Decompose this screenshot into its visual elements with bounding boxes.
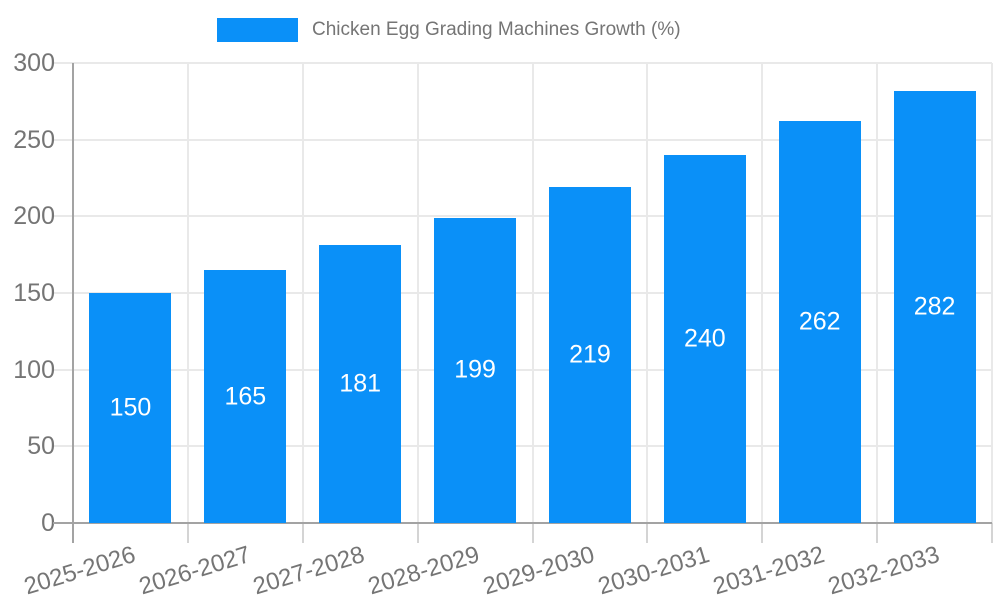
y-axis-tick-label: 300 (13, 49, 55, 77)
x-axis-category-label: 2030-2031 (595, 541, 713, 600)
gridline-vertical (186, 63, 189, 523)
gridline-horizontal (53, 445, 992, 448)
y-axis-tick-label: 0 (41, 509, 55, 537)
legend-label: Chicken Egg Grading Machines Growth (%) (312, 19, 681, 40)
x-axis-category-label: 2028-2029 (365, 541, 483, 600)
x-axis-category-label: 2031-2032 (709, 541, 828, 600)
bar-value-label: 150 (109, 393, 152, 422)
y-axis-tick-label: 100 (13, 355, 55, 384)
bar-value-label: 165 (224, 382, 267, 410)
bar: 240 (663, 155, 746, 523)
x-axis-category-label: 2032-2033 (824, 541, 943, 600)
bar: 165 (204, 270, 287, 523)
gridline-horizontal (53, 292, 992, 294)
bar: 199 (434, 217, 517, 523)
bar: 181 (319, 245, 402, 523)
y-axis-tick-label: 200 (13, 202, 55, 231)
gridline-vertical (301, 63, 304, 523)
x-axis-tick (416, 523, 419, 543)
gridline-horizontal (53, 62, 992, 64)
bar: 262 (778, 121, 861, 523)
x-axis-category-label: 2025-2026 (20, 541, 139, 600)
bar: 150 (89, 293, 172, 523)
x-axis-category-label: 2027-2028 (250, 541, 369, 600)
bar: 282 (893, 90, 976, 523)
x-axis-tick (876, 523, 879, 543)
gridline-vertical (531, 63, 534, 523)
gridline-vertical (416, 63, 419, 523)
x-axis-tick (991, 523, 993, 543)
bar-value-label: 181 (339, 369, 382, 398)
y-axis-tick-label: 150 (13, 279, 55, 307)
gridline-vertical (991, 63, 993, 523)
bar-value-label: 262 (798, 307, 841, 336)
y-axis-line (72, 63, 74, 543)
gridline-vertical (646, 63, 649, 523)
legend-swatch (217, 18, 298, 42)
x-axis-tick (646, 523, 649, 543)
x-axis-tick (761, 523, 764, 543)
x-axis-category-label: 2026-2027 (135, 541, 254, 600)
bar-value-label: 199 (454, 355, 496, 384)
x-axis-tick (531, 523, 534, 543)
x-axis-line (53, 522, 992, 524)
x-axis-tick (301, 523, 304, 543)
legend[interactable]: Chicken Egg Grading Machines Growth (%) (217, 18, 681, 42)
gridline-horizontal (53, 138, 992, 141)
bar-value-label: 240 (683, 324, 726, 353)
bar: 219 (548, 187, 631, 523)
y-axis-tick-label: 250 (13, 125, 55, 154)
gridline-vertical (876, 63, 879, 523)
gridline-horizontal (53, 368, 992, 371)
gridline-horizontal (53, 215, 992, 218)
gridline-vertical (761, 63, 764, 523)
y-axis-tick-label: 50 (27, 432, 55, 461)
bar-value-label: 219 (569, 340, 611, 369)
bar-value-label: 282 (913, 292, 956, 321)
x-axis-category-label: 2029-2030 (480, 541, 598, 600)
x-axis-tick (186, 523, 189, 543)
